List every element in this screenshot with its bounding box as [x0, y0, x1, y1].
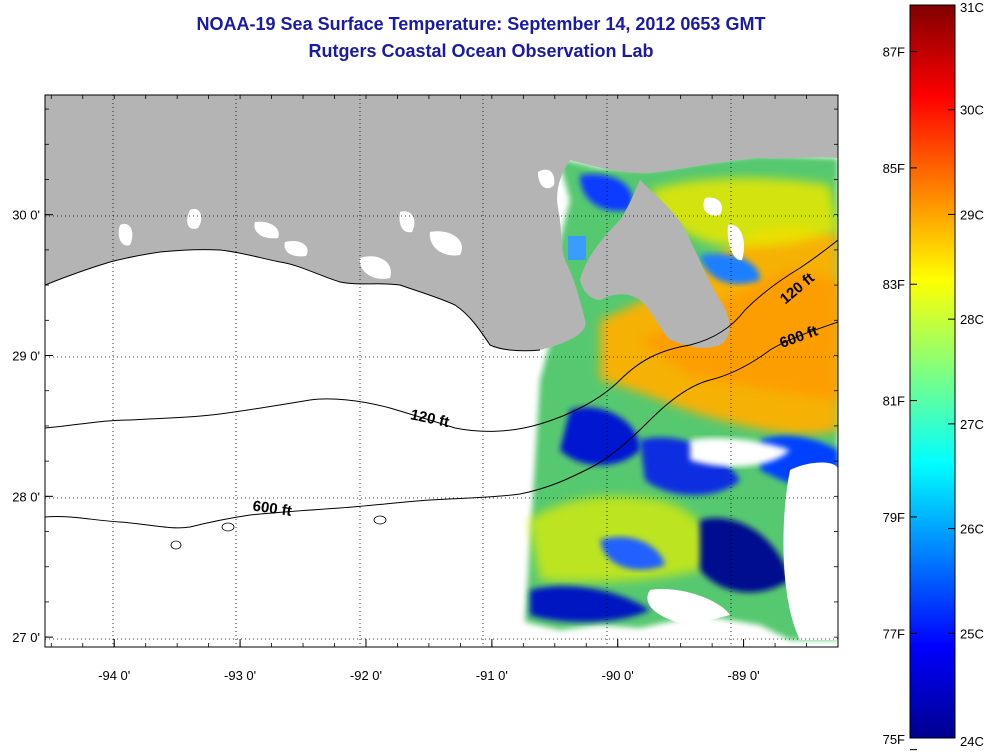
- colorbar-f-label: 87F: [883, 45, 905, 60]
- colorbar-f-label: 75F: [883, 732, 905, 747]
- land-mass: [45, 95, 838, 351]
- lat-tick-label: 27 0': [12, 630, 40, 645]
- lon-tick-label: -94 0': [98, 668, 130, 683]
- colorbar-f-label: 83F: [883, 277, 905, 292]
- lon-tick-label: -90 0': [602, 668, 634, 683]
- colorbar-f-label: 79F: [883, 510, 905, 525]
- colorbar-f-label: 85F: [883, 161, 905, 176]
- contour-600ft: [45, 321, 838, 529]
- lat-tick-label: 28 0': [12, 489, 40, 504]
- lat-tick-label: 29 0': [12, 349, 40, 364]
- sst-swath: [525, 155, 838, 640]
- colorbar-c-label: 27C: [960, 417, 984, 432]
- colorbar-c-label: 25C: [960, 626, 984, 641]
- map-subtitle: Rutgers Coastal Ocean Observation Lab: [308, 41, 654, 61]
- graticule: [45, 95, 838, 647]
- colorbar-f-label: 81F: [883, 394, 905, 409]
- colorbar-f-label: 77F: [883, 626, 905, 641]
- lon-tick-label: -91 0': [476, 668, 508, 683]
- colorbar-c-label: 26C: [960, 522, 984, 537]
- colorbar-c-label: 30C: [960, 103, 984, 118]
- contour-label: 600 ft: [252, 498, 293, 520]
- lon-tick-label: -93 0': [224, 668, 256, 683]
- colorbar-c-label: 24C: [960, 734, 984, 749]
- colorbar-c-label: 28C: [960, 312, 984, 327]
- map-title: NOAA-19 Sea Surface Temperature: Septemb…: [196, 14, 766, 34]
- lon-tick-label: -92 0': [350, 668, 382, 683]
- contour-120ft: [45, 239, 838, 432]
- lon-tick-label: -89 0': [728, 668, 760, 683]
- lat-tick-label: 30 0': [12, 208, 40, 223]
- land-delta: [580, 180, 730, 348]
- colorbar: [909, 4, 956, 739]
- colorbar-c-label: 31C: [960, 0, 984, 15]
- colorbar-c-label: 29C: [960, 207, 984, 222]
